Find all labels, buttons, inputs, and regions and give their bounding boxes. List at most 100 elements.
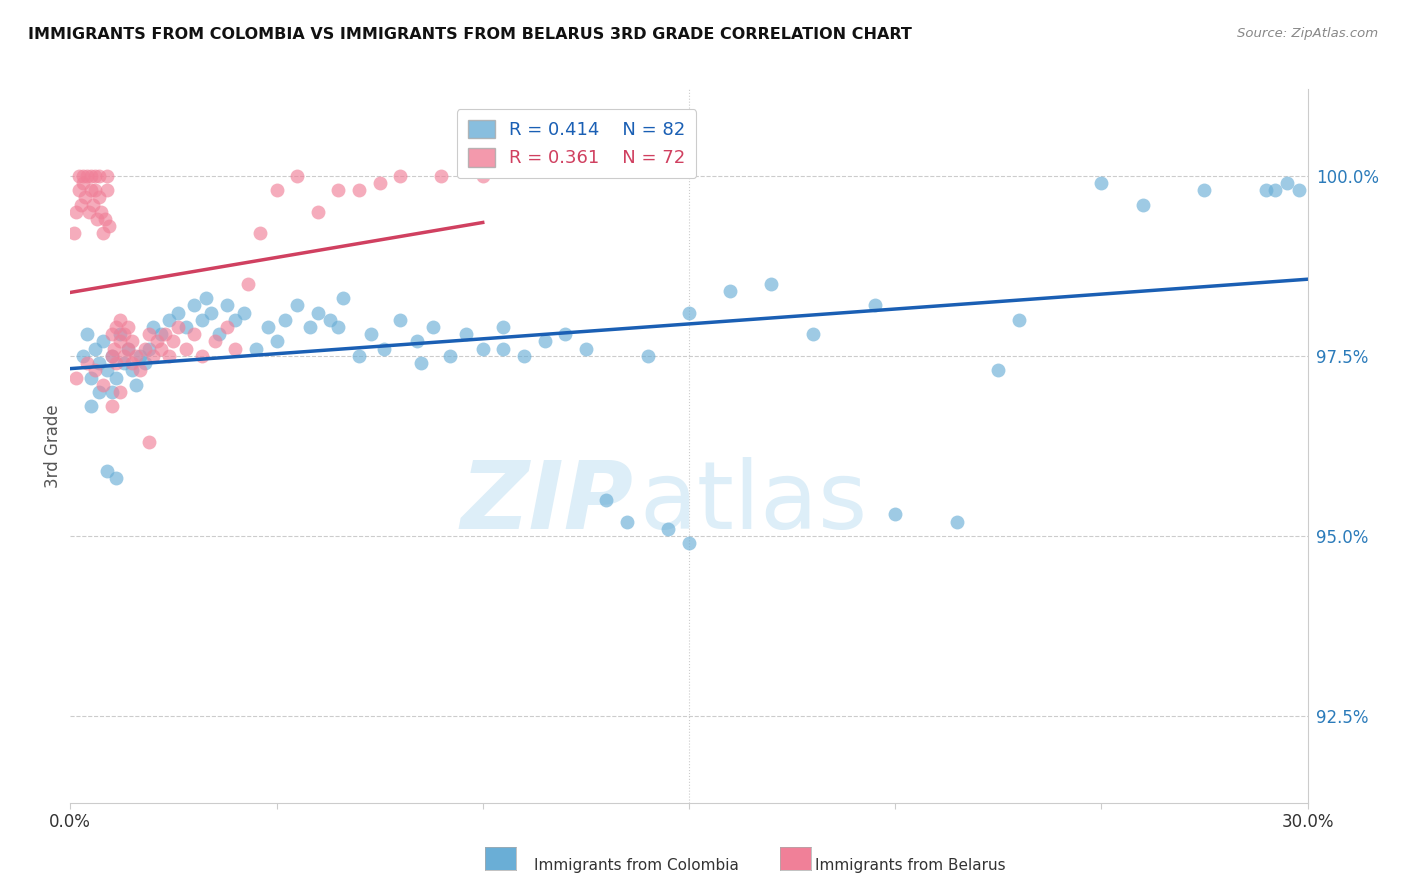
- Point: [575, 342, 598, 356]
- Point: [153, 327, 176, 342]
- Point: [94, 211, 117, 226]
- Point: [328, 320, 350, 334]
- Point: [157, 313, 180, 327]
- Point: [533, 334, 555, 349]
- Point: [162, 334, 184, 349]
- Point: [104, 370, 127, 384]
- Point: [657, 522, 679, 536]
- Point: [80, 183, 103, 197]
- Point: [90, 204, 112, 219]
- Point: [84, 342, 107, 356]
- Point: [191, 313, 214, 327]
- Point: [134, 342, 156, 356]
- Point: [224, 313, 246, 327]
- Point: [84, 183, 107, 197]
- Point: [96, 169, 118, 183]
- Point: [266, 334, 288, 349]
- Point: [129, 349, 152, 363]
- Point: [117, 342, 139, 356]
- Point: [274, 313, 297, 327]
- Point: [76, 356, 98, 370]
- Point: [439, 349, 461, 363]
- Point: [492, 342, 515, 356]
- Point: [138, 342, 160, 356]
- Point: [1264, 183, 1286, 197]
- Point: [103, 342, 125, 356]
- Point: [285, 169, 308, 183]
- Point: [76, 169, 98, 183]
- Point: [84, 169, 107, 183]
- Point: [86, 211, 108, 226]
- Point: [73, 190, 96, 204]
- Point: [77, 204, 100, 219]
- Point: [595, 493, 617, 508]
- Text: Source: ZipAtlas.com: Source: ZipAtlas.com: [1237, 27, 1378, 40]
- Text: ZIP: ZIP: [460, 457, 633, 549]
- Point: [125, 377, 148, 392]
- Point: [96, 183, 118, 197]
- Point: [100, 327, 122, 342]
- Point: [332, 291, 354, 305]
- Point: [112, 356, 135, 370]
- Point: [98, 219, 121, 234]
- Point: [72, 176, 94, 190]
- Point: [146, 334, 169, 349]
- Point: [150, 327, 173, 342]
- Point: [637, 349, 659, 363]
- Point: [285, 298, 308, 312]
- Point: [195, 291, 218, 305]
- Point: [80, 169, 103, 183]
- Point: [368, 176, 391, 190]
- Point: [91, 227, 114, 241]
- Text: atlas: atlas: [640, 457, 868, 549]
- Point: [183, 327, 205, 342]
- Point: [96, 464, 118, 478]
- Point: [456, 327, 478, 342]
- Point: [65, 204, 87, 219]
- Point: [108, 384, 131, 399]
- Point: [125, 349, 148, 363]
- Point: [1275, 176, 1298, 190]
- Point: [91, 377, 114, 392]
- Point: [65, 370, 87, 384]
- Point: [224, 342, 246, 356]
- Point: [863, 298, 886, 312]
- Point: [257, 320, 280, 334]
- Point: [129, 363, 152, 377]
- Point: [471, 342, 494, 356]
- Point: [191, 349, 214, 363]
- Point: [718, 284, 741, 298]
- Point: [678, 536, 700, 550]
- Point: [422, 320, 444, 334]
- Point: [100, 349, 122, 363]
- Point: [89, 356, 111, 370]
- Point: [112, 349, 135, 363]
- Point: [138, 327, 160, 342]
- Point: [1194, 183, 1216, 197]
- Point: [616, 515, 638, 529]
- Point: [108, 334, 131, 349]
- Point: [138, 435, 160, 450]
- Text: Immigrants from Colombia: Immigrants from Colombia: [534, 858, 740, 872]
- Point: [150, 342, 173, 356]
- Point: [157, 349, 180, 363]
- Point: [72, 169, 94, 183]
- Point: [373, 342, 395, 356]
- Point: [492, 320, 515, 334]
- Point: [67, 169, 90, 183]
- Point: [215, 298, 238, 312]
- Point: [215, 320, 238, 334]
- Point: [117, 342, 139, 356]
- Point: [307, 204, 329, 219]
- Point: [347, 349, 370, 363]
- Point: [471, 169, 494, 183]
- Point: [298, 320, 321, 334]
- Point: [183, 298, 205, 312]
- Point: [104, 320, 127, 334]
- Point: [307, 306, 329, 320]
- Point: [166, 320, 188, 334]
- Point: [200, 306, 222, 320]
- Point: [121, 363, 143, 377]
- Point: [232, 306, 254, 320]
- Point: [174, 342, 197, 356]
